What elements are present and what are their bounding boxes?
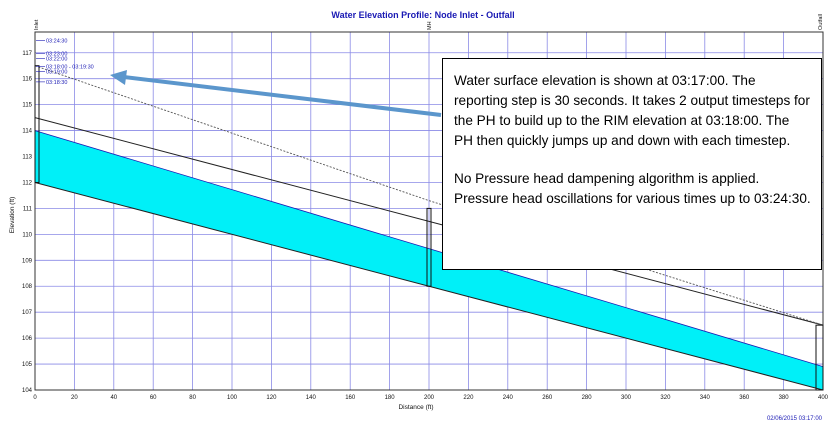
callout-arrow-line xyxy=(123,75,442,117)
callout-arrow-head xyxy=(110,70,127,85)
y-tick-label: 106 xyxy=(22,336,33,342)
x-tick-label: 200 xyxy=(424,395,435,401)
node-label: Inlet xyxy=(34,19,40,30)
x-axis-title: Distance (ft) xyxy=(398,404,433,411)
x-tick-label: 60 xyxy=(150,395,157,401)
time-label: 03:23:00 xyxy=(46,51,67,57)
node-structure xyxy=(426,207,432,287)
y-tick-label: 111 xyxy=(23,206,33,212)
y-tick-label: 116 xyxy=(22,77,32,83)
time-label: 03:22:00 xyxy=(46,57,67,63)
time-label: 03:24:30 xyxy=(46,38,67,44)
y-tick-label: 107 xyxy=(22,310,33,316)
y-tick-label: 114 xyxy=(22,129,32,135)
y-tick-label: 112 xyxy=(22,180,32,186)
node-structure xyxy=(34,65,40,183)
x-tick-label: 20 xyxy=(71,395,78,401)
x-tick-label: 160 xyxy=(345,395,356,401)
x-tick-label: 240 xyxy=(503,395,514,401)
time-label: 03:18:30 xyxy=(46,80,67,86)
timestamp: 02/06/2015 03:17:00 xyxy=(767,416,823,422)
x-tick-label: 80 xyxy=(189,395,196,401)
water-surface-line xyxy=(34,130,824,368)
node-label: Outfall xyxy=(818,14,824,30)
y-tick-label: 109 xyxy=(22,258,33,264)
chart-title: Water Elevation Profile: Node Inlet - Ou… xyxy=(331,10,514,20)
time-label: 03:19:00 xyxy=(46,70,67,76)
x-tick-label: 100 xyxy=(227,395,238,401)
y-tick-label: 117 xyxy=(22,51,32,57)
annotation-callout: Water surface elevation is shown at 03:1… xyxy=(442,58,822,270)
x-tick-label: 280 xyxy=(582,395,593,401)
pipe-crown-line xyxy=(34,117,824,326)
label-layer: Inlet MH Outfall03:24:3003:23:0003:22:0003… xyxy=(34,14,824,86)
y-tick-label: 113 xyxy=(22,155,32,161)
y-tick-label: 115 xyxy=(22,103,32,109)
data-layer xyxy=(34,65,824,391)
y-axis-title: Elevation (ft) xyxy=(9,197,16,234)
x-tick-label: 120 xyxy=(266,395,277,401)
x-tick-label: 380 xyxy=(779,395,790,401)
water-fill xyxy=(35,130,823,390)
x-tick-label: 320 xyxy=(660,395,671,401)
node-label: MH xyxy=(427,21,433,30)
callout-paragraph-1: Water surface elevation is shown at 03:1… xyxy=(454,73,810,148)
y-tick-label: 104 xyxy=(22,388,33,394)
node-structure xyxy=(815,324,824,391)
callout-paragraph-2: No Pressure head dampening algorithm is … xyxy=(454,171,811,206)
x-tick-label: 140 xyxy=(306,395,317,401)
time-label: 03:18:00 - 03:19:30 xyxy=(46,64,94,70)
callout-arrow xyxy=(110,70,442,117)
x-tick-label: 340 xyxy=(700,395,711,401)
x-tick-label: 300 xyxy=(621,395,632,401)
y-tick-label: 108 xyxy=(22,284,33,290)
x-tick-label: 220 xyxy=(463,395,474,401)
plot-area-border xyxy=(34,31,824,391)
x-tick-label: 360 xyxy=(739,395,750,401)
y-tick-label: 105 xyxy=(22,362,33,368)
x-tick-label: 0 xyxy=(33,395,37,401)
x-tick-label: 40 xyxy=(110,395,117,401)
x-tick-label: 180 xyxy=(385,395,396,401)
x-tick-label: 260 xyxy=(542,395,553,401)
x-tick-label: 400 xyxy=(818,395,829,401)
y-tick-label: 110 xyxy=(22,232,32,238)
